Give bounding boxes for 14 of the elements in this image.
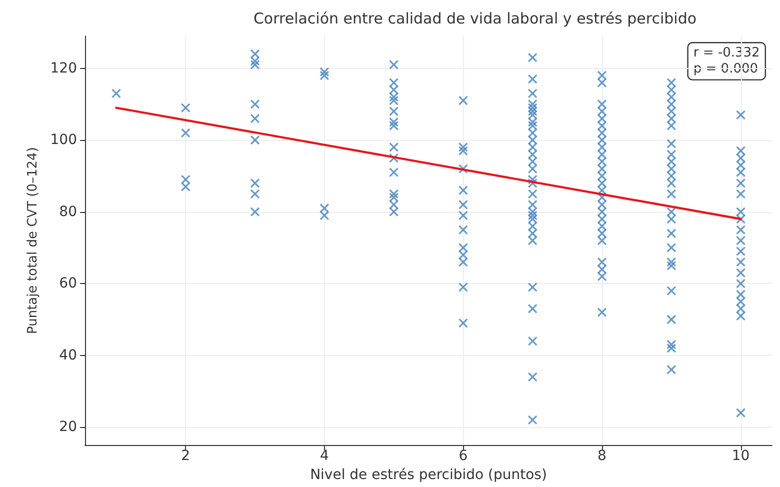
x-tick-label: 10 (732, 448, 750, 464)
x-tick-label: 6 (458, 448, 468, 464)
y-tick-label: 80 (59, 204, 77, 220)
y-tick-label: 60 (59, 276, 77, 292)
x-tick-label: 8 (598, 448, 606, 464)
x-tick-label: 2 (181, 448, 190, 464)
y-tick-label: 100 (50, 132, 77, 148)
y-tick-label: 20 (59, 419, 77, 436)
y-tick-label: 40 (59, 347, 77, 364)
x-tick-label: 4 (320, 448, 329, 464)
y-axis-title: Puntaje total de CVT (0–124) (25, 147, 40, 334)
y-tick-label: 120 (50, 60, 77, 76)
chart-title: Correlación entre calidad de vida laboral y estrés percibido (253, 10, 697, 28)
x-axis-title: Nivel de estrés percibido (puntos) (310, 467, 547, 483)
